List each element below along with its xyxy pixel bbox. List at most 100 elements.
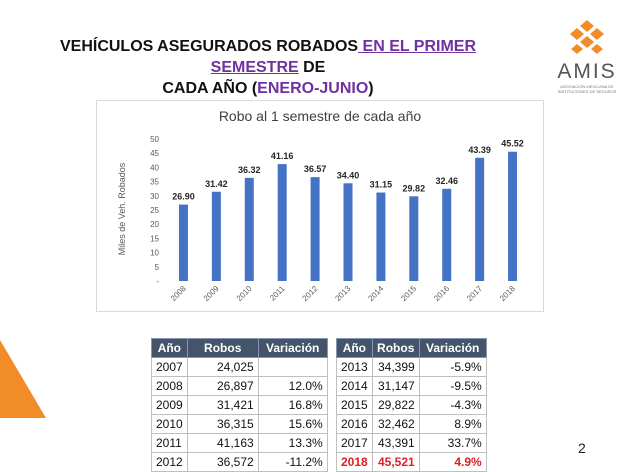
chart-title: Robo al 1 semestre de cada año <box>219 108 422 124</box>
page-number: 2 <box>578 440 586 456</box>
value-label-2015: 29.82 <box>403 183 426 193</box>
bar-chart: Robo al 1 semestre de cada año Miles de … <box>117 108 524 303</box>
bar-2016 <box>442 188 452 281</box>
table-right-cell-variacion: -9.5% <box>418 376 487 396</box>
title-part-3: DE <box>298 59 326 76</box>
x-axis-ticks: 2008 2009 2010 2011 2012 2013 2014 2015 2016 2017… <box>169 284 517 303</box>
bar-2017 <box>475 157 485 281</box>
value-label-2018: 45.52 <box>501 139 524 149</box>
x-tick-label-2017: 2017 <box>465 284 484 303</box>
table-left: Año Robos Variación 2007 24,025 2008 26,897… <box>151 338 328 472</box>
value-label-2008: 26.90 <box>172 192 195 202</box>
table-right-row: 2018 45,521 4.9% <box>336 452 487 472</box>
title-line-2b: ENERO-JUNIO <box>257 80 369 97</box>
table-right-cell-year: 2017 <box>336 433 373 453</box>
table-left-cell-year: 2009 <box>151 395 188 415</box>
table-right-cell-year: 2016 <box>336 414 373 434</box>
table-right-row: 2013 34,399 -5.9% <box>336 357 487 377</box>
x-tick-label-2011: 2011 <box>268 284 287 303</box>
table-right-cell-variacion: -4.3% <box>418 395 487 415</box>
bar-2010 <box>244 177 254 281</box>
title-part-2: EN EL PRIMER SEMESTRE <box>210 38 477 76</box>
y-axis-label: Miles de Veh. Robados <box>117 162 127 255</box>
y-tick-label: 35 <box>150 178 159 187</box>
table-left-cell-variacion: 13.3% <box>257 433 328 453</box>
y-axis-ticks: - 5 10 15 20 25 30 35 40 45 50 <box>150 135 159 286</box>
title-line-2: CADA AÑO (ENERO-JUNIO) <box>18 78 518 99</box>
table-left-header-year: Año <box>151 338 188 358</box>
table-left-header-row: Año Robos Variación <box>151 338 328 358</box>
table-left-row: 2007 24,025 <box>151 357 328 377</box>
amis-logo: AMIS ASOCIACIÓN MEXICANA DE INSTITUCIONE… <box>552 18 622 98</box>
y-tick-label: 5 <box>155 263 160 272</box>
table-left-cell-robos: 36,315 <box>186 414 259 434</box>
value-label-2012: 36.57 <box>304 164 327 174</box>
bar-2008 <box>178 204 188 281</box>
table-right-row: 2015 29,822 -4.3% <box>336 395 487 415</box>
table-left-cell-variacion: -11.2% <box>257 452 328 472</box>
table-right-cell-variacion: 33.7% <box>418 433 487 453</box>
x-tick-label-2013: 2013 <box>333 284 352 303</box>
table-right-body: 2013 34,399 -5.9% 2014 31,147 -9.5% 2015 29,822… <box>336 357 487 472</box>
table-left-row: 2012 36,572 -11.2% <box>151 452 328 472</box>
table-left-cell-variacion <box>257 357 328 377</box>
x-tick-label-2015: 2015 <box>399 284 418 303</box>
y-tick-label: 25 <box>150 206 159 215</box>
title-line-1: VEHÍCULOS ASEGURADOS ROBADOS EN EL PRIME… <box>18 36 518 78</box>
bar-2012 <box>310 177 320 281</box>
logo-text: AMIS <box>557 60 617 83</box>
table-left-header-robos: Robos <box>186 338 259 358</box>
y-tick-label: - <box>156 277 159 286</box>
y-tick-label: 10 <box>150 249 159 258</box>
table-right-cell-variacion: -5.9% <box>418 357 487 377</box>
title-line-2a: CADA AÑO ( <box>162 80 258 97</box>
amis-logo-mark-icon <box>570 20 604 54</box>
bar-2014 <box>376 192 386 281</box>
value-label-2009: 31.42 <box>205 179 228 189</box>
table-left-row: 2008 26,897 12.0% <box>151 376 328 396</box>
table-left-cell-robos: 24,025 <box>186 357 259 377</box>
value-label-2016: 32.46 <box>435 176 458 186</box>
x-tick-label-2014: 2014 <box>366 284 385 303</box>
y-tick-label: 15 <box>150 234 159 243</box>
table-left-cell-robos: 41,163 <box>186 433 259 453</box>
table-left-header-variacion: Variación <box>257 338 328 358</box>
y-tick-label: 30 <box>150 192 159 201</box>
table-right-header-variacion: Variación <box>418 338 487 358</box>
x-tick-label-2008: 2008 <box>169 284 188 303</box>
y-tick-label: 40 <box>150 163 159 172</box>
table-right-header-year: Año <box>336 338 373 358</box>
table-right: Año Robos Variación 2013 34,399 -5.9% 2014 3… <box>336 338 487 472</box>
table-left-cell-year: 2012 <box>151 452 188 472</box>
table-left-row: 2010 36,315 15.6% <box>151 414 328 434</box>
table-right-row: 2017 43,391 33.7% <box>336 433 487 453</box>
table-left-row: 2009 31,421 16.8% <box>151 395 328 415</box>
table-left-cell-variacion: 12.0% <box>257 376 328 396</box>
orange-triangle-decoration <box>0 340 46 418</box>
bar-2015 <box>409 196 419 281</box>
table-right-cell-robos: 29,822 <box>371 395 420 415</box>
table-right-header-row: Año Robos Variación <box>336 338 487 358</box>
table-right-cell-robos: 31,147 <box>371 376 420 396</box>
table-right-header-robos: Robos <box>371 338 420 358</box>
table-left-cell-robos: 31,421 <box>186 395 259 415</box>
table-left-cell-robos: 36,572 <box>186 452 259 472</box>
title-line-2c: ) <box>368 80 374 97</box>
table-right-cell-robos: 34,399 <box>371 357 420 377</box>
y-tick-label: 50 <box>150 135 159 144</box>
value-label-2011: 41.16 <box>271 151 294 161</box>
logo-subtitle-1: ASOCIACIÓN MEXICANA DE <box>560 84 614 89</box>
table-left-cell-year: 2008 <box>151 376 188 396</box>
value-labels: 26.90 31.42 36.32 41.16 36.57 34.40 31.15 29.82… <box>172 139 524 202</box>
value-label-2014: 31.15 <box>370 180 393 190</box>
table-right-row: 2014 31,147 -9.5% <box>336 376 487 396</box>
table-left-cell-robos: 26,897 <box>186 376 259 396</box>
bar-2018 <box>508 151 518 281</box>
table-left-cell-variacion: 16.8% <box>257 395 328 415</box>
bar-2013 <box>343 183 353 281</box>
chart-container: Robo al 1 semestre de cada año Miles de … <box>96 100 544 312</box>
table-left-cell-year: 2010 <box>151 414 188 434</box>
x-tick-label-2012: 2012 <box>301 284 320 303</box>
x-tick-label-2009: 2009 <box>202 284 221 303</box>
table-left-body: 2007 24,025 2008 26,897 12.0% 2009 31,421 16.8%… <box>151 357 328 472</box>
